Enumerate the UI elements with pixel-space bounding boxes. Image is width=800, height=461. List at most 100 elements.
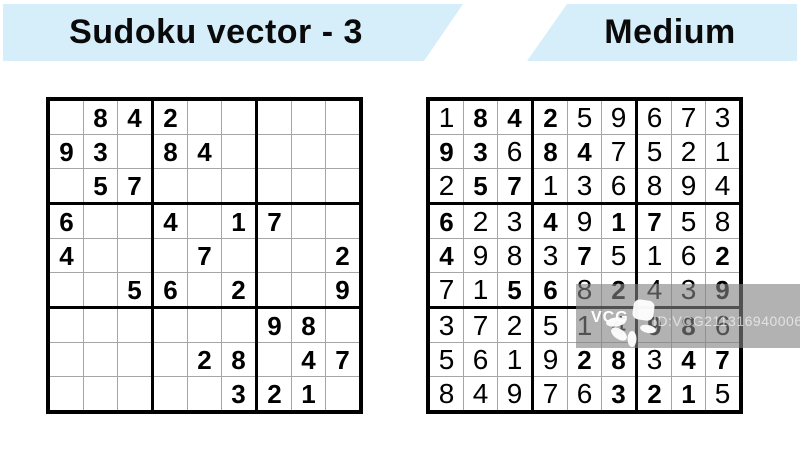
solution-cell-r6c2: 1 [463, 272, 498, 309]
puzzle-cell-r8c7 [256, 342, 292, 377]
solution-cell-r8c2: 6 [463, 342, 498, 377]
difficulty-label: Medium [604, 13, 736, 51]
solution-cell-r4c1: 6 [427, 203, 464, 239]
solution-cell-r5c2: 9 [463, 238, 498, 273]
puzzle-cell-r6c1 [47, 272, 84, 309]
solution-cell-r8c9: 7 [705, 342, 743, 377]
solution-cell-r4c9: 8 [705, 203, 743, 239]
puzzle-cell-r4c8 [291, 203, 326, 239]
solution-cell-r9c1: 8 [427, 376, 464, 414]
difficulty-band: Medium [527, 4, 797, 61]
puzzle-cell-r1c4: 2 [152, 98, 188, 135]
puzzle-cell-r3c3: 7 [117, 168, 154, 205]
puzzle-cell-r3c9 [325, 168, 363, 205]
puzzle-cell-r2c8 [291, 134, 326, 169]
solution-cell-r5c8: 6 [671, 238, 706, 273]
solution-cell-r2c9: 1 [705, 134, 743, 169]
puzzle-cell-r6c6: 2 [221, 272, 258, 309]
title-band: Sudoku vector - 3 [3, 4, 463, 61]
puzzle-cell-r7c2 [83, 307, 118, 343]
puzzle-cell-r8c8: 4 [291, 342, 326, 377]
solution-cell-r1c9: 3 [705, 98, 743, 135]
solution-cell-r2c5: 4 [567, 134, 602, 169]
solution-cell-r4c6: 1 [601, 203, 638, 239]
puzzle-cell-r7c8: 8 [291, 307, 326, 343]
puzzle-cell-r8c2 [83, 342, 118, 377]
puzzle-cell-r8c6: 8 [221, 342, 258, 377]
solution-cell-r7c4: 5 [532, 307, 568, 343]
solution-cell-r2c3: 6 [497, 134, 534, 169]
solution-cell-r6c5: 8 [567, 272, 602, 309]
solution-cell-r8c4: 9 [532, 342, 568, 377]
solution-cell-r9c6: 3 [601, 376, 638, 414]
puzzle-cell-r5c1: 4 [47, 238, 84, 273]
puzzle-cell-r8c4 [152, 342, 188, 377]
solution-cell-r4c7: 7 [636, 203, 672, 239]
puzzle-cell-r9c6: 3 [221, 376, 258, 414]
solution-cell-r4c3: 3 [497, 203, 534, 239]
solution-cell-r5c5: 7 [567, 238, 602, 273]
solution-cell-r3c3: 7 [497, 168, 534, 205]
solution-cell-r6c1: 7 [427, 272, 464, 309]
puzzle-cell-r4c5 [187, 203, 222, 239]
solution-cell-r2c8: 2 [671, 134, 706, 169]
solution-cell-r6c9: 9 [705, 272, 743, 309]
puzzle-cell-r1c7 [256, 98, 292, 135]
solution-cell-r8c8: 4 [671, 342, 706, 377]
solution-cell-r3c1: 2 [427, 168, 464, 205]
solution-cell-r7c2: 7 [463, 307, 498, 343]
solution-cell-r4c2: 2 [463, 203, 498, 239]
puzzle-cell-r5c3 [117, 238, 154, 273]
puzzle-cell-r3c1 [47, 168, 84, 205]
solution-cell-r9c7: 2 [636, 376, 672, 414]
puzzle-cell-r9c7: 2 [256, 376, 292, 414]
solution-cell-r5c6: 5 [601, 238, 638, 273]
puzzle-cell-r4c3 [117, 203, 154, 239]
solution-cell-r7c7: 9 [636, 307, 672, 343]
solution-cell-r9c2: 4 [463, 376, 498, 414]
solution-cell-r2c4: 8 [532, 134, 568, 169]
puzzle-cell-r5c2 [83, 238, 118, 273]
solution-cell-r6c6: 2 [601, 272, 638, 309]
puzzle-cell-r6c5 [187, 272, 222, 309]
puzzle-cell-r1c1 [47, 98, 84, 135]
puzzle-cell-r2c9 [325, 134, 363, 169]
puzzle-cell-r5c9: 2 [325, 238, 363, 273]
solution-cell-r7c8: 8 [671, 307, 706, 343]
puzzle-cell-r4c2 [83, 203, 118, 239]
solution-cell-r7c6: 4 [601, 307, 638, 343]
puzzle-cell-r2c4: 8 [152, 134, 188, 169]
puzzle-cell-r8c9: 7 [325, 342, 363, 377]
solution-cell-r6c7: 4 [636, 272, 672, 309]
puzzle-cell-r9c9 [325, 376, 363, 414]
puzzle-cell-r8c5: 2 [187, 342, 222, 377]
puzzle-cell-r3c6 [221, 168, 258, 205]
solution-cell-r4c5: 9 [567, 203, 602, 239]
puzzle-cell-r7c1 [47, 307, 84, 343]
solution-cell-r2c7: 5 [636, 134, 672, 169]
puzzle-cell-r4c4: 4 [152, 203, 188, 239]
puzzle-cell-r6c2 [83, 272, 118, 309]
puzzle-cell-r2c3 [117, 134, 154, 169]
solution-cell-r3c5: 3 [567, 168, 602, 205]
puzzle-cell-r9c2 [83, 376, 118, 414]
puzzle-cell-r1c5 [187, 98, 222, 135]
solution-cell-r1c2: 8 [463, 98, 498, 135]
puzzle-cell-r1c2: 8 [83, 98, 118, 135]
solution-cell-r7c5: 1 [567, 307, 602, 343]
solution-cell-r2c2: 3 [463, 134, 498, 169]
puzzle-cell-r3c7 [256, 168, 292, 205]
puzzle-cell-r9c5 [187, 376, 222, 414]
puzzle-cell-r6c7 [256, 272, 292, 309]
